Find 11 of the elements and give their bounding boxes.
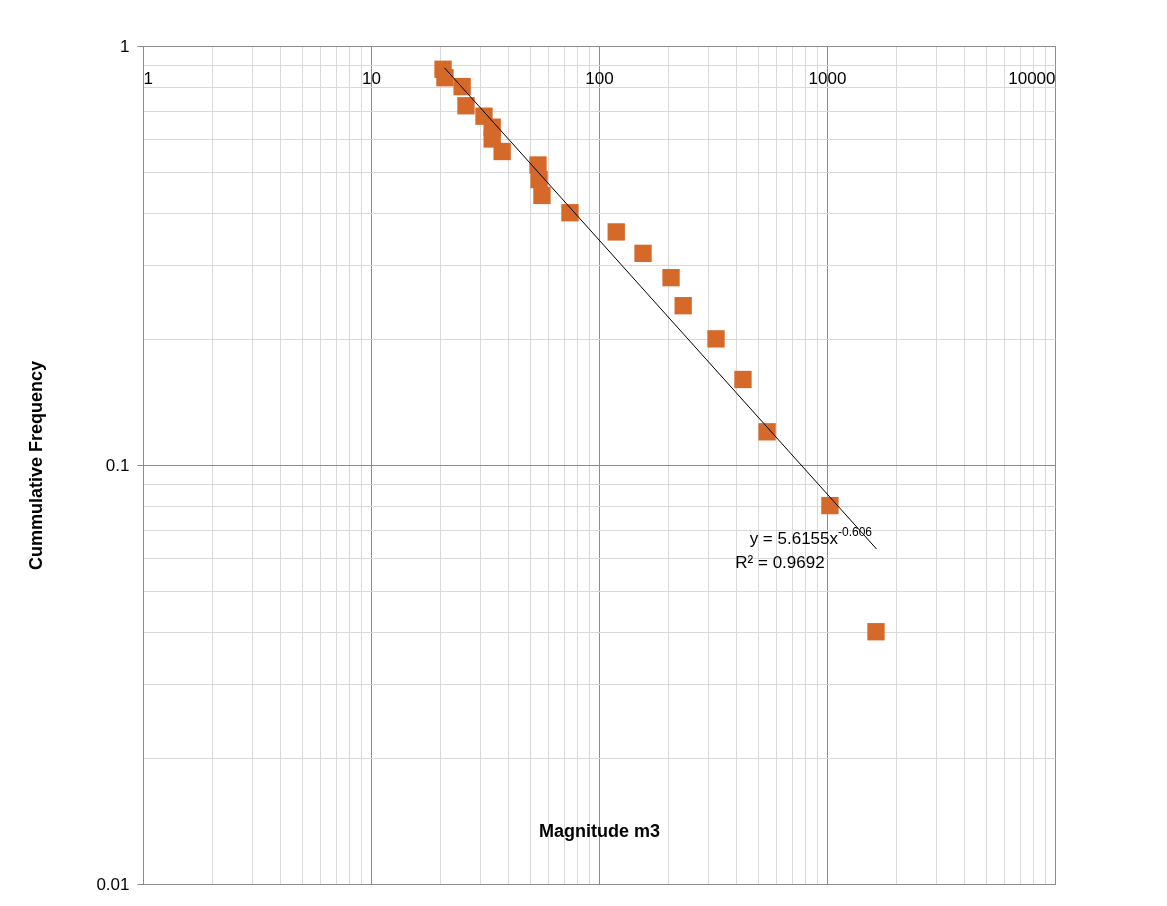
x-tick-label: 1000 xyxy=(808,68,847,88)
x-axis-title: Magnitude m3 xyxy=(538,820,661,841)
x-tick-label: 100 xyxy=(585,68,614,88)
y-axis-title: Cummulative Frequency xyxy=(26,360,47,571)
y-tick-label: 1 xyxy=(120,36,130,56)
x-tick-label: 1 xyxy=(143,68,153,88)
annotation: R² = 0.9692 xyxy=(735,553,825,572)
x-tick-label: 10 xyxy=(362,68,381,88)
y-tick-label: 0.1 xyxy=(105,455,130,475)
x-tick-label: 10000 xyxy=(1008,68,1056,88)
y-tick-label: 0.01 xyxy=(96,874,130,894)
